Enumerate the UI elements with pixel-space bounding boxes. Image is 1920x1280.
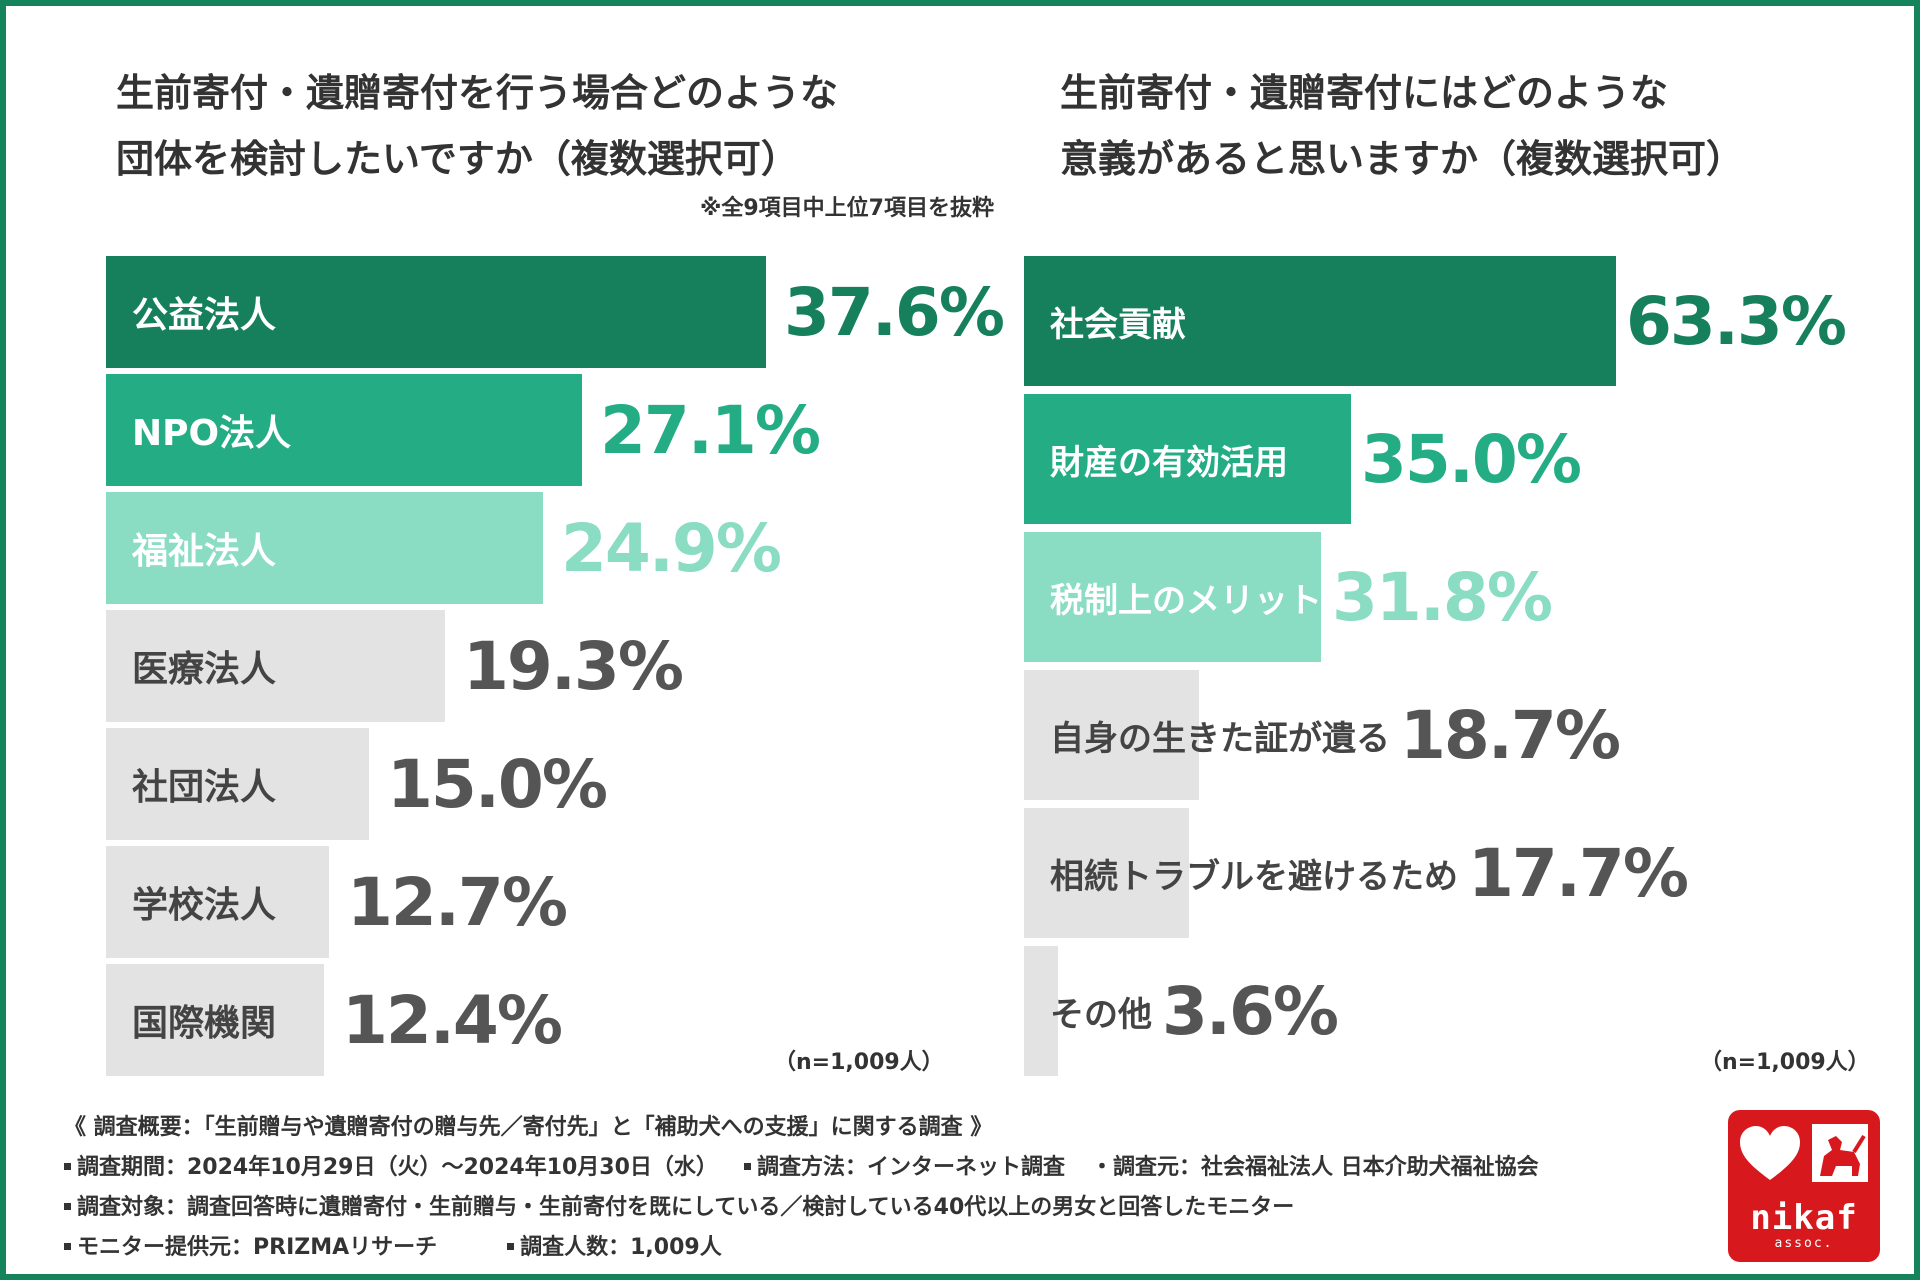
bar-label: その他 (1050, 994, 1152, 1035)
bar-value-label: 12.7% (347, 863, 568, 941)
bar (1024, 670, 1199, 800)
bar-label: 社団法人 (132, 767, 277, 808)
bullet-icon (743, 1163, 751, 1170)
heart-dog-icon (1740, 1124, 1868, 1182)
bullet-icon (64, 1163, 71, 1170)
logo-word: nikaf (1750, 1198, 1858, 1238)
bar-label: 医療法人 (132, 649, 277, 690)
bar (106, 846, 329, 958)
bar-label: 社会貢献 (1050, 304, 1186, 345)
bar (106, 610, 445, 722)
bar-value-label: 27.1% (600, 391, 821, 469)
bar (106, 374, 582, 486)
bar-value-label: 15.0% (387, 745, 608, 823)
bar-label: 財産の有効活用 (1050, 442, 1288, 483)
bar-value-label: 63.3% (1626, 282, 1847, 360)
chart-right-sample-note: （n=1,009人） (1700, 1050, 1870, 1075)
bar (106, 728, 369, 840)
bar (106, 964, 324, 1076)
chart-left-sample-note: （n=1,009人） (774, 1050, 944, 1075)
survey-provider: モニター提供元：PRIZMAリサーチ (77, 1235, 438, 1260)
bar-value-label: 3.6% (1162, 972, 1339, 1050)
bar-label: 自身の生きた証が遺る (1050, 718, 1390, 759)
bar-value-label: 24.9% (561, 509, 782, 587)
bar (1024, 808, 1189, 938)
bar-label: NPO法人 (132, 413, 292, 454)
bar-label: 国際機関 (132, 1003, 277, 1044)
nikaf-logo: nikaf assoc. (1728, 1110, 1880, 1262)
bar-value-label: 19.3% (463, 627, 684, 705)
survey-respondents: 調査人数：1,009人 (520, 1235, 722, 1260)
bar-label: 福祉法人 (132, 531, 277, 572)
bar-label: 公益法人 (132, 295, 277, 336)
bullet-icon (507, 1243, 515, 1250)
bar-value-label: 37.6% (784, 273, 1005, 351)
bar-label: 相続トラブルを避けるため (1050, 856, 1458, 897)
survey-summary: 《 調査概要：「生前贈与や遺贈寄付の贈与先／寄付先」と「補助犬への支援」に関する… (64, 1108, 1704, 1268)
bar-value-label: 12.4% (342, 981, 563, 1059)
logo-sub: assoc. (1774, 1236, 1834, 1251)
bar-label: 学校法人 (132, 885, 277, 926)
bar-value-label: 17.7% (1468, 834, 1689, 912)
survey-source: ・調査元：社会福祉法人 日本介助犬福祉協会 (1090, 1155, 1539, 1180)
survey-method: 調査方法：インターネット調査 (756, 1155, 1065, 1180)
bullet-icon (64, 1243, 71, 1250)
chart-left-title-line-1: 生前寄付・遺贈寄付を行う場合どのような (116, 71, 839, 115)
chart-left-note: ※全9項目中上位7項目を抜粋 (699, 196, 994, 221)
survey-heading: 《 調査概要：「生前贈与や遺贈寄付の贈与先／寄付先」と「補助犬への支援」に関する… (64, 1115, 993, 1140)
chart-right-title-line-1: 生前寄付・遺贈寄付にはどのような (1060, 71, 1669, 115)
bar (106, 492, 543, 604)
bar-value-label: 31.8% (1332, 558, 1553, 636)
chart-left-title: 生前寄付・遺贈寄付を行う場合どのような 団体を検討したいですか（複数選択可） (116, 60, 838, 192)
chart-right-title-line-2: 意義があると思いますか（複数選択可） (1060, 137, 1745, 181)
chart-right-title: 生前寄付・遺贈寄付にはどのような 意義があると思いますか（複数選択可） (1060, 60, 1744, 192)
bar (1024, 256, 1616, 386)
survey-target: 調査対象：調査回答時に遺贈寄付・生前贈与・生前寄付を既にしている／検討している4… (77, 1195, 1295, 1220)
bar-value-label: 18.7% (1400, 696, 1621, 774)
bullet-icon (64, 1203, 71, 1210)
bar (106, 256, 766, 368)
chart-left-title-line-2: 団体を検討したいですか（複数選択可） (116, 137, 799, 181)
bar (1024, 532, 1321, 662)
survey-period: 調査期間：2024年10月29日（火）〜2024年10月30日（水） (77, 1155, 718, 1180)
bar-label: 税制上のメリット (1050, 580, 1322, 621)
bar (1024, 946, 1058, 1076)
bar-value-label: 35.0% (1361, 420, 1582, 498)
bar (1024, 394, 1351, 524)
